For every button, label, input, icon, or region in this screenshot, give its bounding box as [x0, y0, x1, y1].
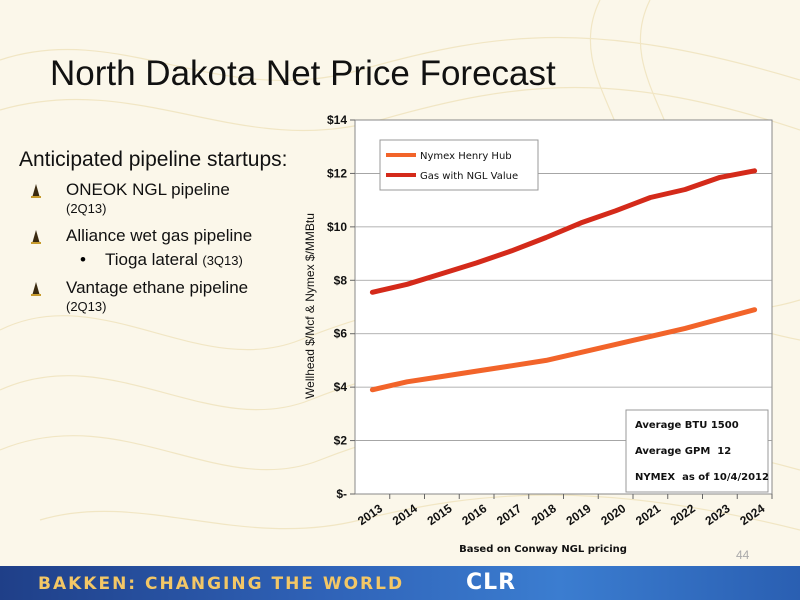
x-tick-label: 2015	[425, 501, 455, 528]
x-tick-label: 2017	[494, 501, 524, 528]
bullet-sub-text: (2Q13)	[66, 201, 107, 216]
y-tick-label: $6	[334, 327, 348, 341]
bullet-dot-icon: •	[80, 250, 86, 269]
x-tick-label: 2024	[737, 501, 767, 528]
x-tick-label: 2016	[459, 501, 489, 528]
bullet-main-text: Alliance wet gas pipeline	[66, 226, 253, 245]
bullet-main-text: ONEOK NGL pipeline	[66, 180, 230, 199]
oil-derrick-icon	[31, 230, 41, 244]
annotation-text: NYMEX as of 10/4/2012	[635, 472, 769, 483]
company-logo: CLR	[466, 570, 517, 595]
x-tick-label: 2021	[633, 501, 663, 528]
bullet-main-text: Tioga lateral	[105, 250, 198, 269]
y-axis-label: Wellhead $/Mcf & Nymex $/MMBtu	[303, 213, 317, 399]
y-tick-label: $-	[336, 487, 347, 501]
x-tick-label: 2018	[529, 501, 559, 528]
bullet-item: ONEOK NGL pipeline (2Q13)	[30, 180, 300, 218]
y-tick-label: $8	[334, 273, 348, 287]
legend-label: Gas with NGL Value	[420, 171, 518, 182]
nested-bullet-item: • Tioga lateral (3Q13)	[30, 250, 300, 270]
bullet-sub-text: (2Q13)	[66, 299, 107, 314]
bullet-main-text: Vantage ethane pipeline	[66, 278, 249, 297]
x-axis-label: Based on Conway NGL pricing	[459, 544, 627, 555]
slide-title: North Dakota Net Price Forecast	[50, 54, 556, 93]
x-tick-label: 2013	[355, 501, 385, 528]
x-tick-label: 2023	[703, 501, 733, 528]
y-tick-label: $2	[334, 434, 348, 448]
y-tick-label: $4	[334, 380, 348, 394]
footer-banner: BAKKEN: CHANGING THE WORLD CLR	[0, 566, 800, 600]
x-tick-label: 2022	[668, 501, 698, 528]
bullet-list: ONEOK NGL pipeline (2Q13) Alliance wet g…	[30, 180, 300, 324]
bullet-item: Vantage ethane pipeline (2Q13)	[30, 278, 300, 316]
oil-derrick-icon	[31, 282, 41, 296]
y-tick-label: $10	[327, 220, 347, 234]
x-tick-label: 2014	[390, 501, 420, 528]
series-line	[369, 307, 758, 393]
y-tick-label: $14	[327, 113, 347, 127]
footer-tagline: BAKKEN: CHANGING THE WORLD	[38, 574, 405, 594]
oil-derrick-icon	[31, 184, 41, 198]
annotation-box	[625, 409, 769, 493]
page-number: 44	[736, 548, 750, 562]
bullet-item: Alliance wet gas pipeline	[30, 226, 300, 246]
x-tick-label: 2019	[564, 501, 594, 528]
x-tick-label: 2020	[598, 501, 628, 528]
legend-label: Nymex Henry Hub	[420, 151, 512, 162]
bullet-sub-text: (3Q13)	[202, 253, 243, 268]
legend-box	[379, 139, 539, 191]
annotation-text: Average GPM 12	[635, 446, 731, 457]
annotation-text: Average BTU 1500	[635, 420, 739, 431]
y-tick-label: $12	[327, 166, 347, 180]
bullet-heading: Anticipated pipeline startups:	[19, 148, 288, 171]
series-line	[369, 168, 758, 295]
